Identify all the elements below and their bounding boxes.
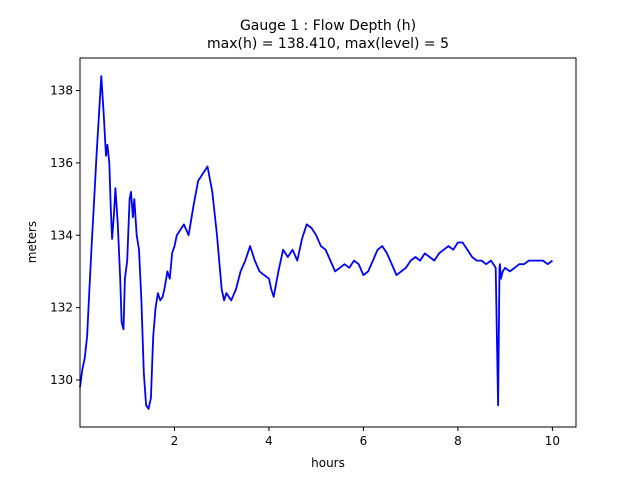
x-axis-ticks: 2 4 6 8 10 xyxy=(171,427,560,448)
y-tick-label: 130 xyxy=(50,373,73,387)
chart-title-line2: max(h) = 138.410, max(level) = 5 xyxy=(207,36,449,52)
x-tick-label: 8 xyxy=(454,434,462,448)
x-tick-label: 2 xyxy=(171,434,179,448)
x-tick-label: 4 xyxy=(265,434,273,448)
y-axis-ticks: 130 132 134 136 138 xyxy=(50,84,80,387)
y-axis-label: meters xyxy=(25,221,39,263)
x-tick-label: 10 xyxy=(545,434,560,448)
y-tick-label: 138 xyxy=(50,84,73,98)
chart-title-line1: Gauge 1 : Flow Depth (h) xyxy=(240,18,416,34)
plot-area xyxy=(79,57,577,428)
x-axis-label: hours xyxy=(311,456,345,470)
plot-frame xyxy=(79,57,577,428)
series-line xyxy=(79,75,553,410)
x-tick-label: 6 xyxy=(360,434,368,448)
y-tick-label: 134 xyxy=(50,228,73,242)
y-tick-label: 136 xyxy=(50,156,73,170)
y-tick-label: 132 xyxy=(50,301,73,315)
